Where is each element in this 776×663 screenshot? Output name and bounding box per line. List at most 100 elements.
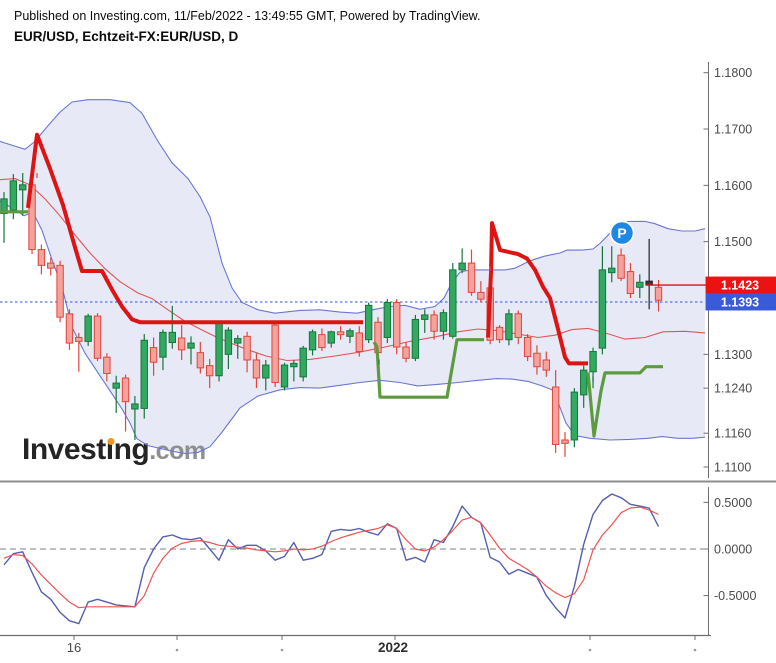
- price-tick-label: 1.1240: [714, 382, 752, 396]
- candle-body: [215, 321, 223, 377]
- candle-body: [355, 332, 364, 353]
- p-event-marker[interactable]: [609, 220, 635, 246]
- candle-body: [346, 330, 354, 337]
- moving-average-line: [0, 178, 706, 362]
- symbol-title: EUR/USD, Echtzeit-FX:EUR/USD, D: [14, 29, 239, 44]
- time-label: 16: [67, 640, 81, 655]
- watermark-ng: ng: [114, 433, 150, 466]
- price-tick-label: 1.1100: [714, 461, 751, 475]
- investing-watermark: Investıng.com: [22, 433, 206, 466]
- candle-body: [271, 324, 279, 384]
- candle-body: [187, 342, 195, 349]
- candle-body: [290, 362, 298, 368]
- prev-close-badge-label: 1.1393: [721, 295, 759, 309]
- candle-body: [318, 334, 326, 349]
- watermark-dotless-i: ı: [106, 433, 114, 466]
- candle-body: [580, 369, 588, 396]
- event-marker-layer: P: [609, 220, 635, 246]
- time-minor-dot: [588, 648, 592, 652]
- candle-body: [56, 264, 64, 318]
- candle-body: [636, 281, 644, 288]
- bollinger-band-fill: [0, 99, 705, 454]
- candle-body: [168, 331, 177, 344]
- candle-body: [65, 313, 74, 344]
- price-tick-label: 1.1300: [714, 348, 752, 362]
- tick-annotation: ı: [36, 170, 39, 180]
- time-minor-dot: [693, 648, 697, 652]
- candle-body: [570, 391, 579, 441]
- candle-body: [551, 386, 560, 445]
- candle-body: [262, 364, 270, 379]
- price-tick-label: 1.1500: [714, 235, 752, 249]
- bollinger-fill: [0, 99, 705, 454]
- candle-body: [542, 359, 550, 371]
- candle-body: [47, 262, 55, 269]
- oscillator-pane[interactable]: 0.5000 0.0000 -0.5000: [0, 480, 776, 636]
- candle-body: [430, 314, 438, 332]
- published-line: Published on Investing.com, 11/Feb/2022 …: [14, 9, 481, 23]
- candle-body: [327, 331, 335, 344]
- price-tick-label: 1.1160: [714, 427, 751, 441]
- svg-text:Investıng.com: Investıng.com: [22, 433, 206, 466]
- candle-body: [598, 269, 607, 349]
- candle-body: [140, 339, 148, 409]
- candle-body: [308, 331, 317, 351]
- candle-body: [149, 347, 158, 363]
- candle-body: [626, 271, 635, 295]
- prev-close-badge: [705, 293, 776, 311]
- candle-body: [617, 254, 625, 279]
- watermark-invest: Invest: [22, 433, 106, 466]
- time-minor-dot: [175, 648, 179, 652]
- candle-body: [299, 347, 307, 378]
- candle-body: [514, 313, 522, 338]
- candle-body: [9, 180, 18, 211]
- candle-body: [477, 291, 485, 300]
- time-minor-dot: [280, 648, 284, 652]
- trailing-stop-line: [486, 221, 588, 366]
- candle-body: [533, 352, 541, 368]
- candle-body: [37, 249, 46, 266]
- candle-body: [131, 403, 139, 410]
- candle-body: [589, 351, 597, 373]
- trailing-stop-line: [26, 132, 363, 325]
- candle-body: [93, 315, 102, 359]
- price-tick-label: 1.1600: [714, 179, 752, 193]
- last-price-badge-label: 1.1423: [721, 279, 759, 293]
- candle-body: [608, 267, 616, 274]
- candle-body: [439, 312, 448, 332]
- time-label: 2022: [378, 640, 408, 655]
- candle-body: [336, 331, 345, 336]
- tick-annotation: ı: [489, 263, 492, 273]
- candle-body: [19, 184, 27, 191]
- candle-body: [364, 304, 373, 341]
- last-price-badge: [705, 276, 776, 294]
- price-badges-layer: 1.1423 1.1393: [705, 276, 776, 311]
- oscillator-tick-label: 0.0000: [714, 543, 752, 557]
- candle-body: [393, 302, 401, 348]
- candle-body: [561, 439, 569, 444]
- candle-body: [458, 262, 466, 271]
- candle-body: [224, 329, 233, 355]
- candle-body: [383, 302, 392, 338]
- candle-body: [252, 359, 261, 379]
- axes-layer[interactable]: 1.1800 1.1700 1.1600 1.1500 1.1300 1.1240 1.11…: [0, 62, 752, 655]
- candle-body: [234, 338, 242, 344]
- price-tick-label: 1.1700: [714, 123, 752, 137]
- candle-body: [243, 335, 251, 361]
- tick-annotation: ı: [592, 373, 595, 383]
- candle-body: [84, 315, 92, 342]
- trailing-stop-line: [586, 365, 663, 438]
- logo-orange-dot: [107, 438, 115, 445]
- candle-body: [196, 352, 205, 369]
- candle-body: [411, 318, 420, 359]
- candle-body: [280, 364, 289, 388]
- candle-body: [121, 377, 130, 403]
- oscillator-series-signal: [3, 506, 659, 609]
- oscillator-series-oscillator: [3, 493, 660, 625]
- candle-body: [75, 336, 83, 342]
- candle-body: [523, 336, 532, 358]
- watermark-com: .com: [149, 437, 205, 465]
- trailing-stop-line: [372, 338, 484, 399]
- p-marker-label: P: [617, 225, 626, 241]
